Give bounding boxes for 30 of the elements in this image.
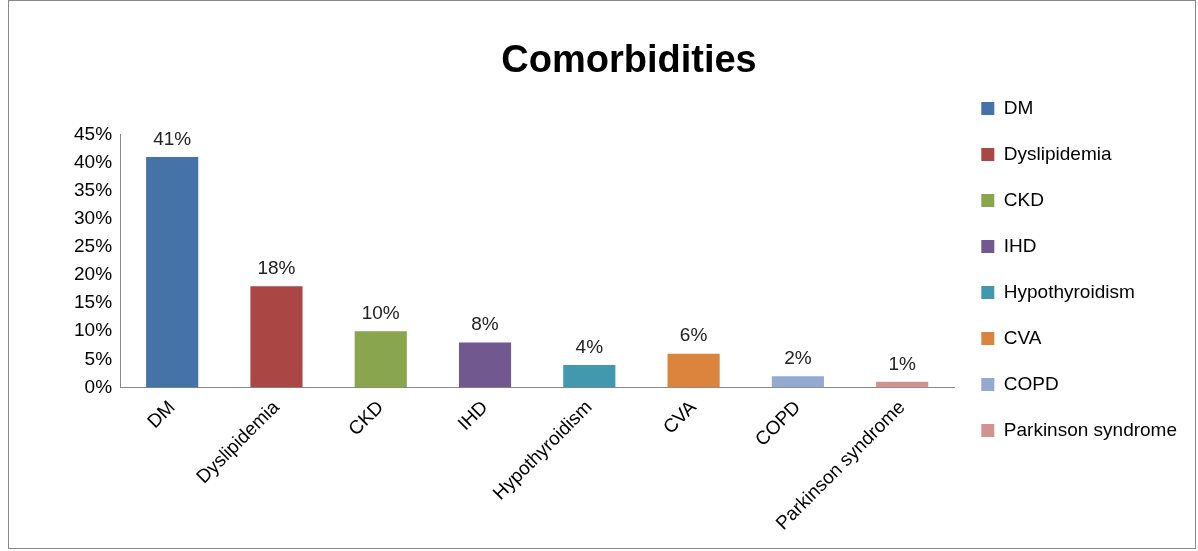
y-tick-label: 5% <box>84 347 113 369</box>
y-tick-label: 30% <box>74 207 113 229</box>
data-label: 10% <box>361 301 400 323</box>
legend-label: IHD <box>1003 234 1037 256</box>
legend-label: Hypothyroidism <box>1003 280 1135 302</box>
legend-label: COPD <box>1003 372 1059 394</box>
data-label: 4% <box>575 335 604 357</box>
y-tick-label: 15% <box>74 291 113 313</box>
y-tick-label: 0% <box>84 375 113 397</box>
data-label: 41% <box>153 127 192 149</box>
x-tick-label: CKD <box>344 396 388 440</box>
data-label: 18% <box>257 257 296 279</box>
legend-label: DM <box>1003 96 1034 118</box>
y-tick-label: 10% <box>74 319 113 341</box>
x-tick-label: DM <box>142 396 179 432</box>
y-tick-label: 25% <box>74 235 113 257</box>
data-label: 2% <box>784 346 812 368</box>
data-label: 6% <box>679 324 708 346</box>
y-tick-label: 20% <box>74 263 113 285</box>
y-tick-label: 40% <box>74 150 113 172</box>
data-label: 1% <box>888 352 916 374</box>
y-tick-label: 45% <box>74 122 113 144</box>
y-tick-label: 35% <box>74 179 113 201</box>
data-label: 8% <box>471 313 499 335</box>
legend-label: Dyslipidemia <box>1003 142 1112 164</box>
legend-label: CVA <box>1003 326 1042 348</box>
x-tick-label: CVA <box>658 395 701 438</box>
chart-title: Comorbidities <box>501 38 757 81</box>
x-tick-label: IHD <box>453 396 492 435</box>
legend-label: CKD <box>1003 188 1044 210</box>
